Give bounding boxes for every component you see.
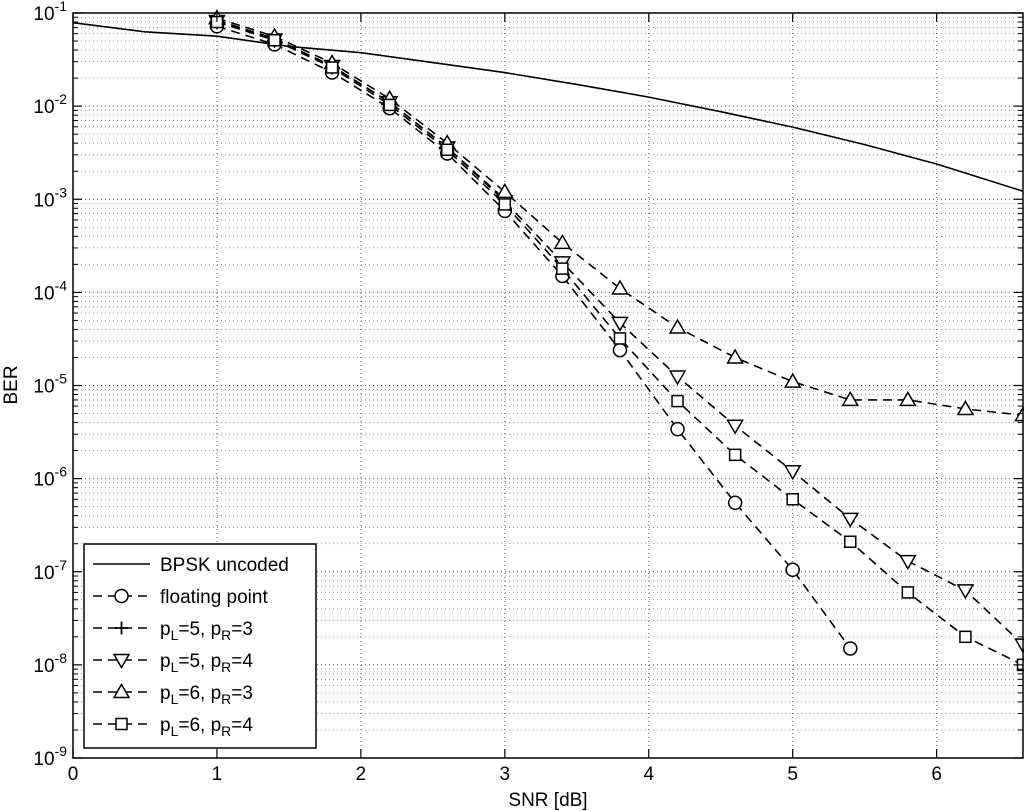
legend-item: pL=6, pR=4 [93, 715, 253, 739]
legend-label: floating point [160, 587, 268, 608]
series-layer [72, 9, 1024, 672]
legend-item: pL=5, pR=3 [93, 619, 253, 643]
data-point-circle [612, 342, 628, 358]
legend-item: BPSK uncoded [93, 555, 289, 576]
data-point-triangle-up [726, 348, 744, 364]
y-tick-label: 10-8 [33, 650, 67, 677]
series-line [216, 17, 1024, 416]
data-point-square [671, 394, 684, 408]
legend-item: pL=6, pR=3 [93, 682, 253, 707]
data-point-triangle-down [956, 584, 975, 600]
data-point-circle [114, 588, 129, 604]
data-point-triangle-up [841, 390, 860, 407]
ticks-layer [72, 12, 1023, 759]
x-tick-label: 5 [787, 764, 798, 785]
y-tick-labels: 10-9 10-8 10-7 10-6 10-5 10-4 10-3 10-2 10-1 [33, 0, 67, 770]
data-point-square [613, 332, 627, 345]
y-axis-title: BER [1, 365, 22, 404]
data-point-triangle-down [611, 316, 629, 332]
data-point-triangle-up [668, 318, 687, 334]
data-point-circle [727, 495, 743, 511]
x-tick-labels: 0 1 2 3 4 5 6 [68, 764, 942, 785]
legend-label: pL=6, pR=4 [160, 715, 253, 739]
y-tick-label: 10-3 [33, 184, 67, 211]
data-point-circle [843, 641, 858, 656]
legend-label: pL=5, pR=3 [160, 619, 253, 643]
data-point-triangle-up [783, 372, 802, 388]
x-axis-title: SNR [dB] [508, 790, 587, 811]
y-tick-label: 10-2 [33, 91, 67, 118]
y-tick-label: 10-4 [33, 277, 67, 304]
y-tick-label: 10-5 [33, 371, 67, 398]
series-pl-6-pr-4 [210, 15, 1024, 672]
legend: BPSK uncoded floating point pL=5, pR=3 pL=5… [83, 543, 317, 749]
y-tick-label: 10-9 [33, 743, 67, 770]
data-point-square [901, 586, 915, 599]
x-tick-label: 3 [500, 764, 511, 785]
data-point-triangle-down [841, 512, 860, 528]
data-point-triangle-down [783, 465, 802, 481]
legend-label: pL=6, pR=3 [160, 683, 253, 707]
data-point-triangle-up [899, 390, 917, 407]
x-tick-label: 6 [931, 764, 942, 785]
data-point-triangle-down [112, 653, 131, 670]
data-point-square [325, 61, 339, 74]
x-tick-label: 2 [356, 764, 367, 785]
data-point-triangle-up [611, 279, 629, 295]
legend-label: BPSK uncoded [160, 555, 289, 576]
series-line [216, 25, 851, 649]
data-point-triangle-up [956, 399, 975, 416]
data-point-square [728, 448, 742, 462]
data-point-triangle-down [726, 419, 744, 435]
data-point-triangle-up [112, 682, 131, 699]
legend-label: pL=5, pR=4 [160, 651, 253, 675]
data-point-square [383, 98, 396, 112]
major-grid [73, 12, 1023, 759]
data-point-square [440, 143, 454, 157]
data-point-triangle-down [899, 554, 917, 571]
series-line [72, 21, 1024, 192]
legend-box [83, 543, 317, 749]
y-tick-label: 10-6 [33, 464, 67, 491]
legend-item: pL=5, pR=4 [93, 651, 253, 675]
data-point-circle [785, 562, 800, 578]
data-point-plus [115, 621, 128, 635]
data-point-circle [670, 421, 685, 437]
data-point-triangle-down [668, 370, 687, 386]
y-tick-label: 10-1 [33, 0, 67, 25]
x-tick-label: 1 [212, 764, 223, 785]
legend-item: floating point [93, 587, 268, 608]
data-point-square [786, 493, 799, 506]
data-point-triangle-up [553, 233, 572, 250]
data-point-square [844, 535, 857, 548]
data-point-triangle-up [496, 182, 514, 199]
data-point-square [115, 717, 128, 731]
x-tick-label: 0 [68, 764, 79, 785]
data-point-square [959, 630, 972, 644]
data-point-square [498, 198, 512, 211]
y-tick-label: 10-7 [33, 557, 67, 584]
series-bpsk-uncoded [72, 21, 1024, 192]
x-tick-label: 4 [643, 764, 654, 785]
data-point-square [268, 33, 281, 47]
data-point-square [556, 262, 569, 275]
